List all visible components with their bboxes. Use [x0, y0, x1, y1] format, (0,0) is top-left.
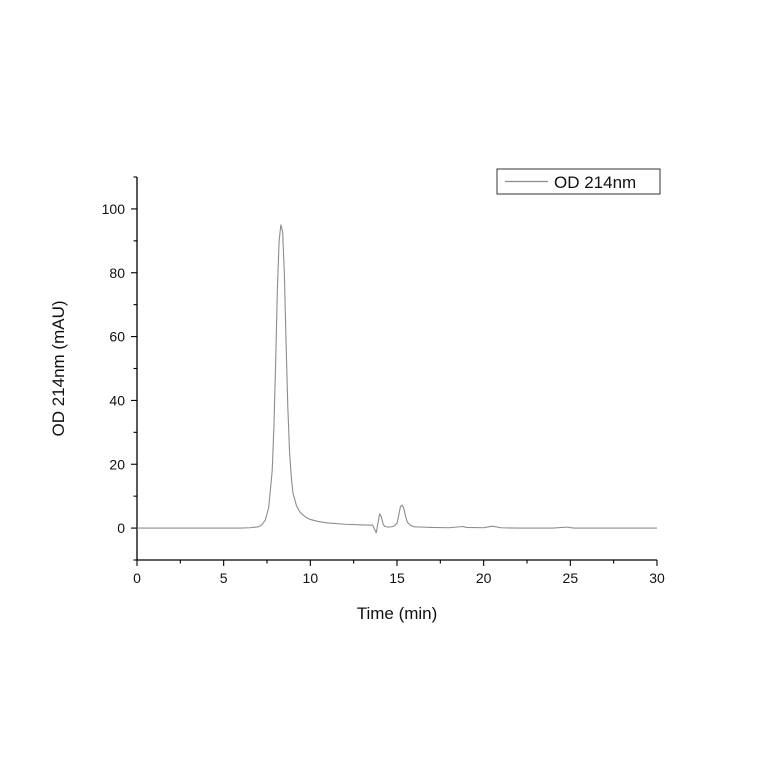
series-line-od-214nm [137, 224, 657, 534]
x-tick-label: 20 [476, 570, 492, 586]
x-tick-label: 10 [303, 570, 319, 586]
y-tick-label: 0 [117, 520, 125, 536]
x-tick-label: 30 [649, 570, 665, 586]
x-axis-title: Time (min) [357, 604, 438, 623]
plot-area [137, 224, 657, 534]
y-tick-label: 40 [109, 392, 125, 408]
y-tick-label: 100 [102, 201, 126, 217]
axes [136, 177, 657, 561]
y-tick-label: 60 [109, 329, 125, 345]
ticks: 0 5 10 15 20 25 30 0 20 40 60 80 100 [102, 176, 665, 586]
legend-label: OD 214nm [554, 173, 636, 192]
legend: OD 214nm [496, 168, 661, 195]
x-tick-label: 5 [220, 570, 228, 586]
x-tick-label: 0 [133, 570, 141, 586]
y-axis-title: OD 214nm (mAU) [49, 300, 68, 436]
x-tick-label: 25 [563, 570, 579, 586]
x-tick-label: 15 [389, 570, 405, 586]
y-tick-label: 20 [109, 456, 125, 472]
y-tick-label: 80 [109, 265, 125, 281]
